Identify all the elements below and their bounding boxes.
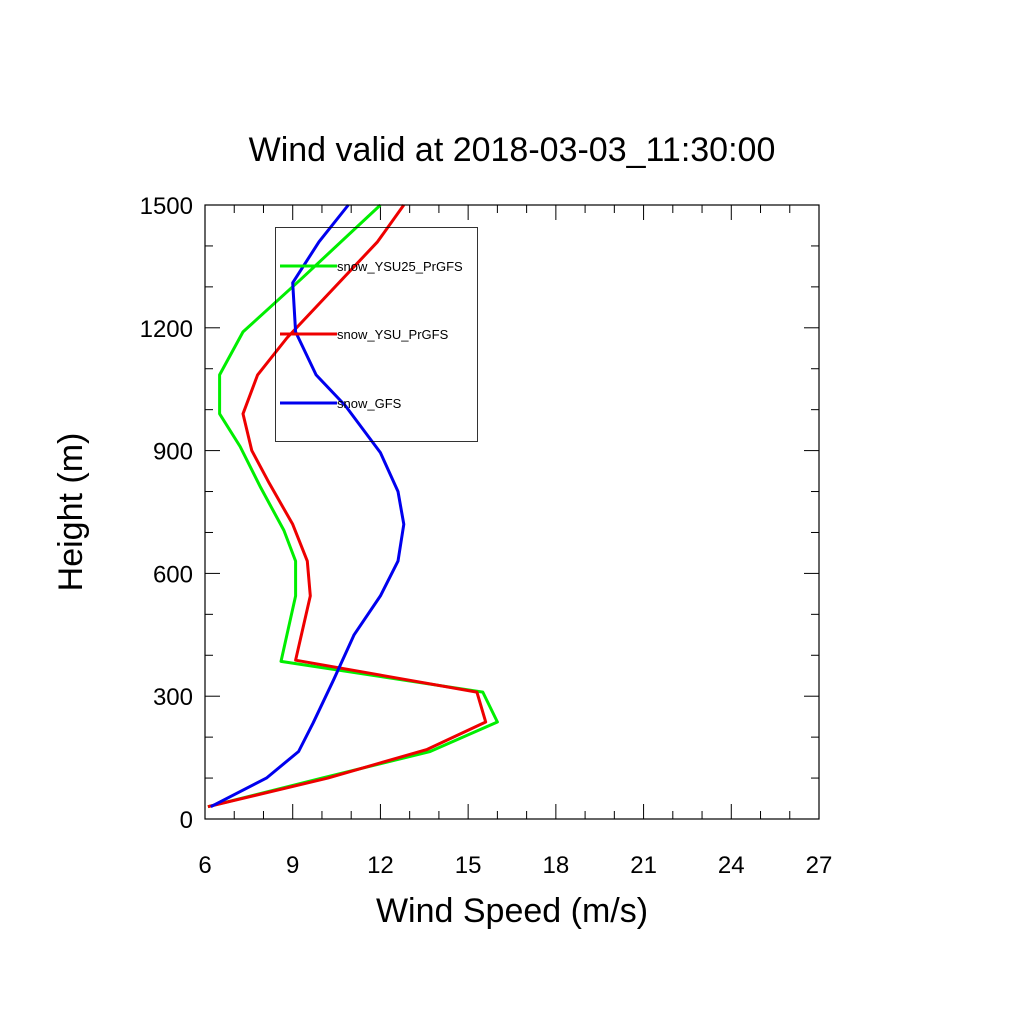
x-tick-label: 24 [718, 852, 745, 879]
series-line-snow_GFS [210, 204, 406, 809]
legend-box [275, 227, 478, 442]
y-tick-label: 600 [153, 561, 193, 588]
y-tick-label: 1200 [140, 316, 193, 343]
axis-ticks: 6 9 12 15 18 21 24 27 0 300 600 900 1200 1500 [140, 193, 833, 879]
legend-label: snow_GFS [337, 396, 402, 411]
y-axis-label: Height (m) [52, 433, 90, 592]
chart-title: Wind valid at 2018-03-03_11:30:00 [249, 131, 776, 169]
series-layer [207, 203, 499, 809]
legend: snow_YSU25_PrGFS snow_YSU_PrGFS snow_GFS [275, 227, 478, 442]
series-line-snow_YSU_PrGFS [207, 204, 488, 809]
y-tick-label: 300 [153, 684, 193, 711]
x-tick-label: 18 [543, 852, 570, 879]
legend-label: snow_YSU25_PrGFS [337, 259, 463, 274]
x-tick-label: 12 [367, 852, 394, 879]
x-tick-label: 9 [286, 852, 299, 879]
series-line-snow_YSU25_PrGFS [207, 203, 499, 809]
plot-frame [204, 204, 820, 820]
legend-label: snow_YSU_PrGFS [337, 327, 449, 342]
y-tick-label: 1500 [140, 193, 193, 220]
y-tick-label: 0 [180, 807, 193, 834]
x-tick-label: 6 [198, 852, 211, 879]
x-tick-label: 27 [806, 852, 833, 879]
x-tick-label: 21 [630, 852, 657, 879]
x-tick-label: 15 [455, 852, 482, 879]
x-axis-label: Wind Speed (m/s) [376, 892, 648, 930]
y-tick-label: 900 [153, 439, 193, 466]
